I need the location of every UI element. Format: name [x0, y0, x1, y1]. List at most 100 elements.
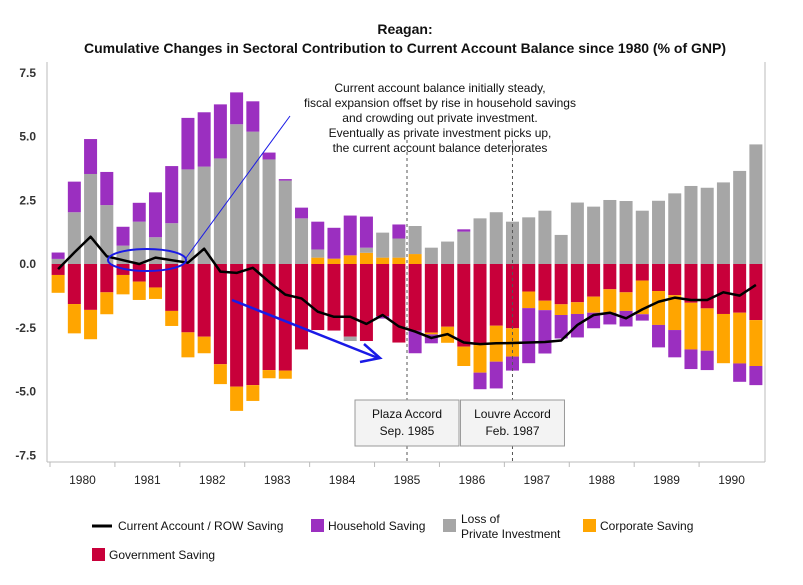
bar-government	[67, 264, 81, 305]
bar-government	[668, 264, 682, 296]
bar-corporate	[359, 252, 373, 264]
bar-corporate	[246, 385, 260, 401]
bar-household	[457, 229, 471, 232]
bar-private_investment	[538, 210, 552, 264]
bar-government	[408, 264, 422, 331]
bar-household	[197, 112, 211, 167]
annotation-line: fiscal expansion offset by rise in house…	[304, 96, 576, 110]
bar-government	[392, 264, 406, 343]
bar-household	[51, 252, 65, 259]
bar-government	[181, 264, 195, 333]
bar-government	[554, 264, 568, 305]
event-box	[459, 399, 565, 447]
bar-corporate	[311, 257, 325, 264]
bar-household	[343, 215, 357, 256]
bar-private_investment	[668, 193, 682, 264]
bar-government	[278, 264, 292, 371]
x-tick-label: 1985	[394, 473, 421, 487]
bar-private_investment	[295, 218, 309, 264]
bar-private_investment	[311, 249, 325, 258]
bar-household	[668, 330, 682, 358]
annotation-line: Current account balance initially steady…	[334, 81, 545, 95]
bar-household	[489, 361, 503, 389]
event-box	[354, 399, 460, 447]
bar-government	[359, 264, 373, 342]
bar-household	[116, 226, 130, 246]
bar-corporate	[749, 320, 763, 366]
annotation-pointer-line	[185, 115, 291, 259]
bar-household	[246, 101, 260, 132]
bar-private_investment	[700, 187, 714, 264]
bar-private_investment	[165, 223, 179, 264]
y-tick-label: 7.5	[19, 66, 36, 80]
bar-corporate	[392, 257, 406, 264]
bar-private_investment	[392, 238, 406, 258]
legend-label: Loss of	[461, 512, 500, 526]
bar-household	[473, 372, 487, 390]
bar-private_investment	[587, 206, 601, 264]
bar-corporate	[51, 274, 65, 293]
bar-government	[603, 264, 617, 290]
bar-household	[165, 166, 179, 224]
event-label: Feb. 1987	[485, 424, 539, 438]
trend-arrow-head	[359, 343, 383, 364]
bar-corporate	[457, 346, 471, 366]
event-label: Sep. 1985	[380, 424, 435, 438]
bar-household	[603, 312, 617, 325]
bar-government	[570, 264, 584, 303]
bar-government	[84, 264, 98, 310]
bar-corporate	[408, 254, 422, 264]
bar-government	[716, 264, 730, 314]
bar-government	[51, 264, 65, 275]
bar-household	[84, 139, 98, 174]
bar-corporate	[327, 258, 341, 264]
bar-corporate	[522, 291, 536, 309]
bar-private_investment	[716, 182, 730, 264]
bar-household	[538, 310, 552, 354]
bar-corporate	[230, 386, 244, 411]
bar-private_investment	[473, 218, 487, 264]
bar-government	[197, 264, 211, 337]
bar-corporate	[181, 332, 195, 358]
y-tick-label: 2.5	[19, 193, 36, 207]
bar-household	[278, 179, 292, 181]
bar-corporate	[197, 336, 211, 354]
bar-corporate	[554, 304, 568, 315]
bar-government	[230, 264, 244, 387]
bar-corporate	[473, 345, 487, 373]
x-tick-label: 1981	[134, 473, 161, 487]
bar-corporate	[652, 291, 666, 325]
bar-private_investment	[51, 258, 65, 264]
bar-government	[733, 264, 747, 313]
y-tick-label: 0.0	[19, 257, 36, 271]
bar-corporate	[100, 292, 114, 315]
bar-household	[733, 363, 747, 382]
y-tick-label: -7.5	[15, 448, 36, 462]
chart-title: Reagan:	[377, 21, 432, 37]
bar-government	[165, 264, 179, 311]
bar-private_investment	[635, 210, 649, 264]
bar-private_investment	[684, 185, 698, 264]
x-tick-label: 1983	[264, 473, 291, 487]
bar-private_investment	[489, 212, 503, 264]
bar-private_investment	[652, 200, 666, 264]
bar-household	[327, 227, 341, 259]
bar-private_investment	[343, 336, 357, 342]
bar-government	[473, 264, 487, 346]
bar-private_investment	[424, 247, 438, 264]
legend-label: Private Investment	[461, 527, 561, 541]
bar-private_investment	[376, 232, 390, 258]
bar-private_investment	[230, 124, 244, 264]
x-tick-label: 1984	[329, 473, 356, 487]
bar-private_investment	[522, 217, 536, 264]
bar-corporate	[619, 292, 633, 311]
bar-government	[538, 264, 552, 301]
bar-household	[700, 350, 714, 371]
y-tick-label: -5.0	[15, 385, 36, 399]
bar-government	[148, 264, 162, 288]
bar-private_investment	[457, 231, 471, 264]
bar-government	[652, 264, 666, 292]
bar-corporate	[278, 370, 292, 379]
bar-private_investment	[408, 226, 422, 255]
bar-government	[262, 264, 276, 371]
